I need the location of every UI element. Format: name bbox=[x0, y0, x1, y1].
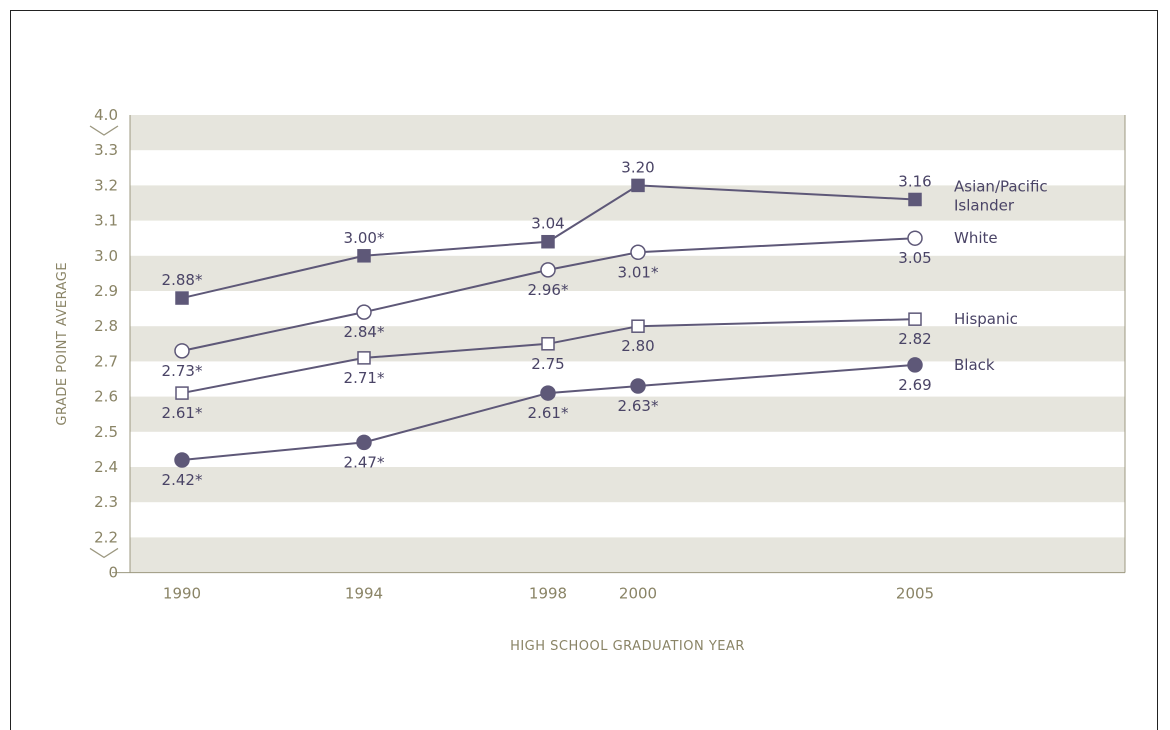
y-tick-label: 0 bbox=[108, 564, 118, 582]
series-white: 2.73* 2.84* 2.96* 3.01* 3.05 White bbox=[162, 229, 998, 380]
x-axis-ticks: 1990 1994 1998 2000 2005 bbox=[163, 585, 934, 603]
x-tick-label: 2000 bbox=[619, 585, 657, 603]
data-point bbox=[174, 343, 190, 359]
data-label: 2.73* bbox=[162, 362, 203, 380]
data-label: 2.42* bbox=[162, 471, 203, 489]
data-point bbox=[175, 291, 189, 305]
data-label: 3.01* bbox=[618, 263, 659, 281]
series-group: 2.88* 3.00* 3.04 3.20 3.16 Asian/Pacific Islan… bbox=[162, 158, 1048, 489]
x-axis-title: HIGH SCHOOL GRADUATION YEAR bbox=[510, 639, 745, 654]
x-tick-label: 1998 bbox=[529, 585, 567, 603]
data-point bbox=[540, 385, 556, 401]
y-tick-label: 2.6 bbox=[94, 388, 118, 406]
x-tick-label: 2005 bbox=[896, 585, 934, 603]
y-tick-label: 3.3 bbox=[94, 141, 118, 159]
y-tick-label: 2.9 bbox=[94, 282, 118, 300]
grid-band bbox=[130, 537, 1125, 573]
data-point bbox=[356, 304, 372, 320]
data-label: 2.75 bbox=[531, 355, 564, 373]
data-label: 2.80 bbox=[621, 337, 654, 355]
data-label: 2.84* bbox=[344, 323, 385, 341]
data-point bbox=[541, 337, 555, 351]
grid-band bbox=[130, 115, 1125, 151]
data-point bbox=[631, 319, 645, 333]
data-point bbox=[540, 262, 556, 278]
data-point bbox=[631, 178, 645, 193]
data-label: 2.61* bbox=[162, 404, 203, 422]
y-tick-label: 2.7 bbox=[94, 352, 118, 370]
y-tick-label: 2.4 bbox=[94, 458, 118, 476]
x-tick-label: 1990 bbox=[163, 585, 201, 603]
series-name-label: White bbox=[954, 229, 998, 247]
data-label: 3.05 bbox=[898, 249, 931, 267]
data-point bbox=[908, 192, 922, 207]
y-axis-title: GRADE POINT AVERAGE bbox=[55, 262, 70, 426]
data-label: 2.61* bbox=[528, 404, 569, 422]
y-tick-label: 3.2 bbox=[94, 176, 118, 194]
data-label: 2.96* bbox=[528, 281, 569, 299]
series-name-label: Black bbox=[954, 356, 995, 374]
grid-band bbox=[130, 396, 1125, 432]
data-label: 2.71* bbox=[344, 369, 385, 387]
axis-break-mark bbox=[89, 547, 119, 559]
y-tick-label: 3.1 bbox=[94, 212, 118, 230]
data-point bbox=[630, 378, 646, 394]
data-label: 3.20 bbox=[621, 158, 654, 176]
data-point bbox=[907, 230, 923, 246]
data-point bbox=[175, 386, 189, 400]
series-hispanic: 2.61* 2.71* 2.75 2.80 2.82 Hispanic bbox=[162, 310, 1018, 422]
grid-band bbox=[130, 326, 1125, 362]
y-tick-label: 2.8 bbox=[94, 317, 118, 335]
grid-band bbox=[130, 255, 1125, 291]
data-label: 2.63* bbox=[618, 397, 659, 415]
data-label: 2.69 bbox=[898, 376, 931, 394]
data-label: 3.16 bbox=[898, 172, 931, 190]
series-name-label: Hispanic bbox=[954, 310, 1018, 328]
series-asian-pacific-islander: 2.88* 3.00* 3.04 3.20 3.16 Asian/Pacific Islan… bbox=[162, 158, 1048, 305]
data-point bbox=[357, 351, 371, 365]
data-point bbox=[907, 357, 923, 373]
x-tick-label: 1994 bbox=[345, 585, 383, 603]
data-label: 3.00* bbox=[344, 229, 385, 247]
data-point bbox=[630, 244, 646, 261]
y-tick-label: 3.0 bbox=[94, 247, 118, 265]
data-point bbox=[356, 434, 372, 451]
series-black: 2.42* 2.47* 2.61* 2.63* 2.69 Black bbox=[162, 356, 995, 489]
y-axis-ticks: 4.0 3.3 3.2 3.1 3.0 2.9 2.8 2.7 2.6 2.5 2.4 2.3 2.2 0 bbox=[94, 106, 118, 582]
y-tick-label: 2.2 bbox=[94, 528, 118, 546]
data-point bbox=[908, 312, 922, 326]
data-point bbox=[174, 452, 190, 468]
data-label: 2.47* bbox=[344, 453, 385, 471]
series-name-label: Asian/Pacific Islander bbox=[954, 177, 1048, 214]
chart-frame bbox=[10, 10, 1158, 730]
y-tick-label: 2.5 bbox=[94, 423, 118, 441]
axis-lines bbox=[89, 115, 1126, 574]
data-label: 2.82 bbox=[898, 330, 931, 348]
data-label: 3.04 bbox=[531, 215, 564, 233]
y-tick-label: 2.3 bbox=[94, 493, 118, 511]
data-point bbox=[357, 249, 371, 263]
axis-break-mark bbox=[89, 125, 119, 136]
grid-band bbox=[130, 467, 1125, 503]
data-point bbox=[541, 234, 555, 249]
y-tick-label: 4.0 bbox=[94, 106, 118, 124]
data-label: 2.88* bbox=[162, 271, 203, 289]
